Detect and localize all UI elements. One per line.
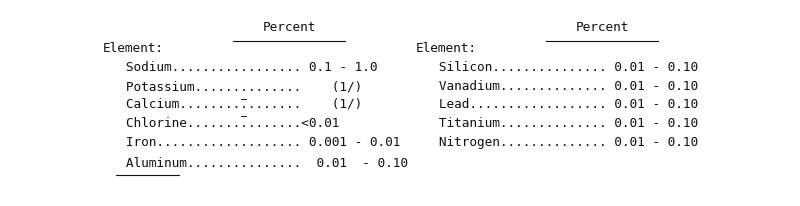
Text: Lead.................. 0.01 - 0.10: Lead.................. 0.01 - 0.10 [416, 97, 698, 110]
Text: Vanadium.............. 0.01 - 0.10: Vanadium.............. 0.01 - 0.10 [416, 80, 698, 93]
Text: Sodium................. 0.1 - 1.0: Sodium................. 0.1 - 1.0 [103, 61, 378, 74]
Text: Nitrogen.............. 0.01 - 0.10: Nitrogen.............. 0.01 - 0.10 [416, 136, 698, 149]
Text: Calcium................    (1/): Calcium................ (1/) [103, 97, 362, 110]
Text: Percent: Percent [262, 21, 316, 34]
Text: Iron................... 0.001 - 0.01: Iron................... 0.001 - 0.01 [103, 136, 401, 149]
Text: Chlorine...............<0.01: Chlorine...............<0.01 [103, 116, 339, 129]
Text: Titanium.............. 0.01 - 0.10: Titanium.............. 0.01 - 0.10 [416, 116, 698, 129]
Text: Element:: Element: [416, 42, 477, 55]
Text: Percent: Percent [575, 21, 629, 34]
Text: Aluminum...............  0.01  - 0.10: Aluminum............... 0.01 - 0.10 [103, 156, 408, 169]
Text: Potassium..............    (1/): Potassium.............. (1/) [103, 80, 362, 93]
Text: Silicon............... 0.01 - 0.10: Silicon............... 0.01 - 0.10 [416, 61, 698, 74]
Text: Element:: Element: [103, 42, 164, 55]
